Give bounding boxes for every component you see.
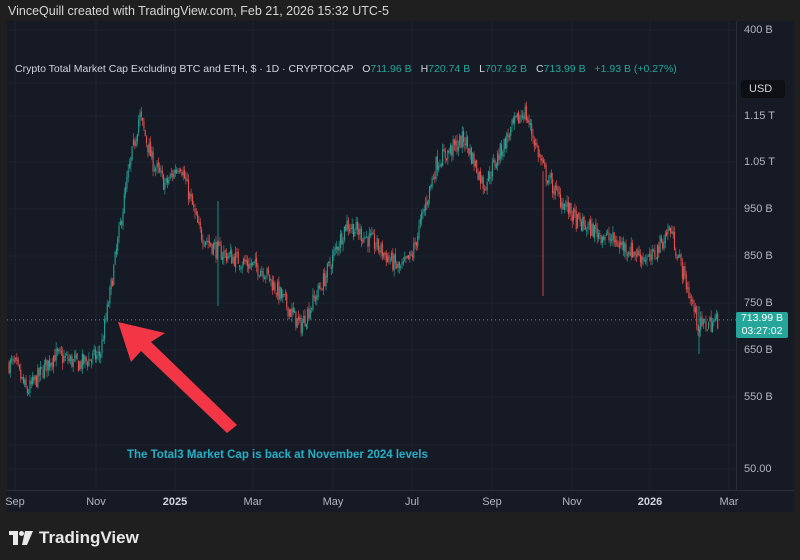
high-value: 720.74 B <box>428 63 471 75</box>
symbol-legend: Crypto Total Market Cap Excluding BTC an… <box>15 63 677 75</box>
change-value: +1.93 B (+0.27%) <box>594 63 677 75</box>
price-tick: 550 B <box>744 391 773 403</box>
currency-button[interactable]: USD <box>741 80 785 98</box>
candlestick-chart <box>7 21 736 490</box>
last-price-badge: 713.99 B 03:27:02 <box>736 312 788 338</box>
time-tick: 2026 <box>637 496 663 508</box>
time-tick: Mar <box>243 496 263 508</box>
time-tick: 2025 <box>162 496 188 508</box>
annotation-text: The Total3 Market Cap is back at Novembe… <box>127 449 428 461</box>
last-price: 713.99 B <box>740 312 784 324</box>
high-label: H <box>420 63 429 75</box>
price-axis[interactable]: 400 B 1.15 T 1.05 T 950 B 850 B 750 B 650 B 550… <box>736 21 795 490</box>
close-value: 713.99 B <box>543 63 586 75</box>
tradingview-logo-icon <box>9 531 33 545</box>
time-tick: Mar <box>719 496 739 508</box>
time-tick: Nov <box>86 496 106 508</box>
plot-area[interactable] <box>7 21 736 490</box>
price-tick: 1.05 T <box>744 156 775 168</box>
price-tick: 50.00 <box>744 463 772 475</box>
low-value: 707.92 B <box>484 63 528 75</box>
close-label: C <box>535 63 544 75</box>
tradingview-logo: TradingView <box>9 528 139 548</box>
annotation-arrow <box>118 322 237 433</box>
brand-name: TradingView <box>39 528 139 547</box>
open-label: O <box>362 63 371 75</box>
open-value: 711.96 B <box>370 63 412 75</box>
chart-panel: 400 B 1.15 T 1.05 T 950 B 850 B 750 B 650 B 550… <box>5 21 795 513</box>
time-tick: Nov <box>562 496 582 508</box>
price-tick: 950 B <box>744 203 773 215</box>
low-label: L <box>479 63 485 75</box>
price-tick: 650 B <box>744 344 773 356</box>
time-tick: Jul <box>404 496 420 508</box>
bar-countdown: 03:27:02 <box>741 324 783 337</box>
price-tick: 750 B <box>744 297 773 309</box>
time-axis[interactable]: Sep Nov 2025 Mar May Jul Sep Nov 2026 Mar <box>5 490 794 513</box>
time-tick: May <box>322 496 344 508</box>
price-tick: 850 B <box>744 250 773 262</box>
time-tick: Sep <box>482 496 502 508</box>
symbol-title: Crypto Total Market Cap Excluding BTC an… <box>15 63 354 75</box>
price-tick: 1.15 T <box>744 110 775 122</box>
chart-credit: VinceQuill created with TradingView.com,… <box>8 4 389 18</box>
price-tick: 400 B <box>744 24 773 36</box>
time-tick: Sep <box>5 496 25 508</box>
